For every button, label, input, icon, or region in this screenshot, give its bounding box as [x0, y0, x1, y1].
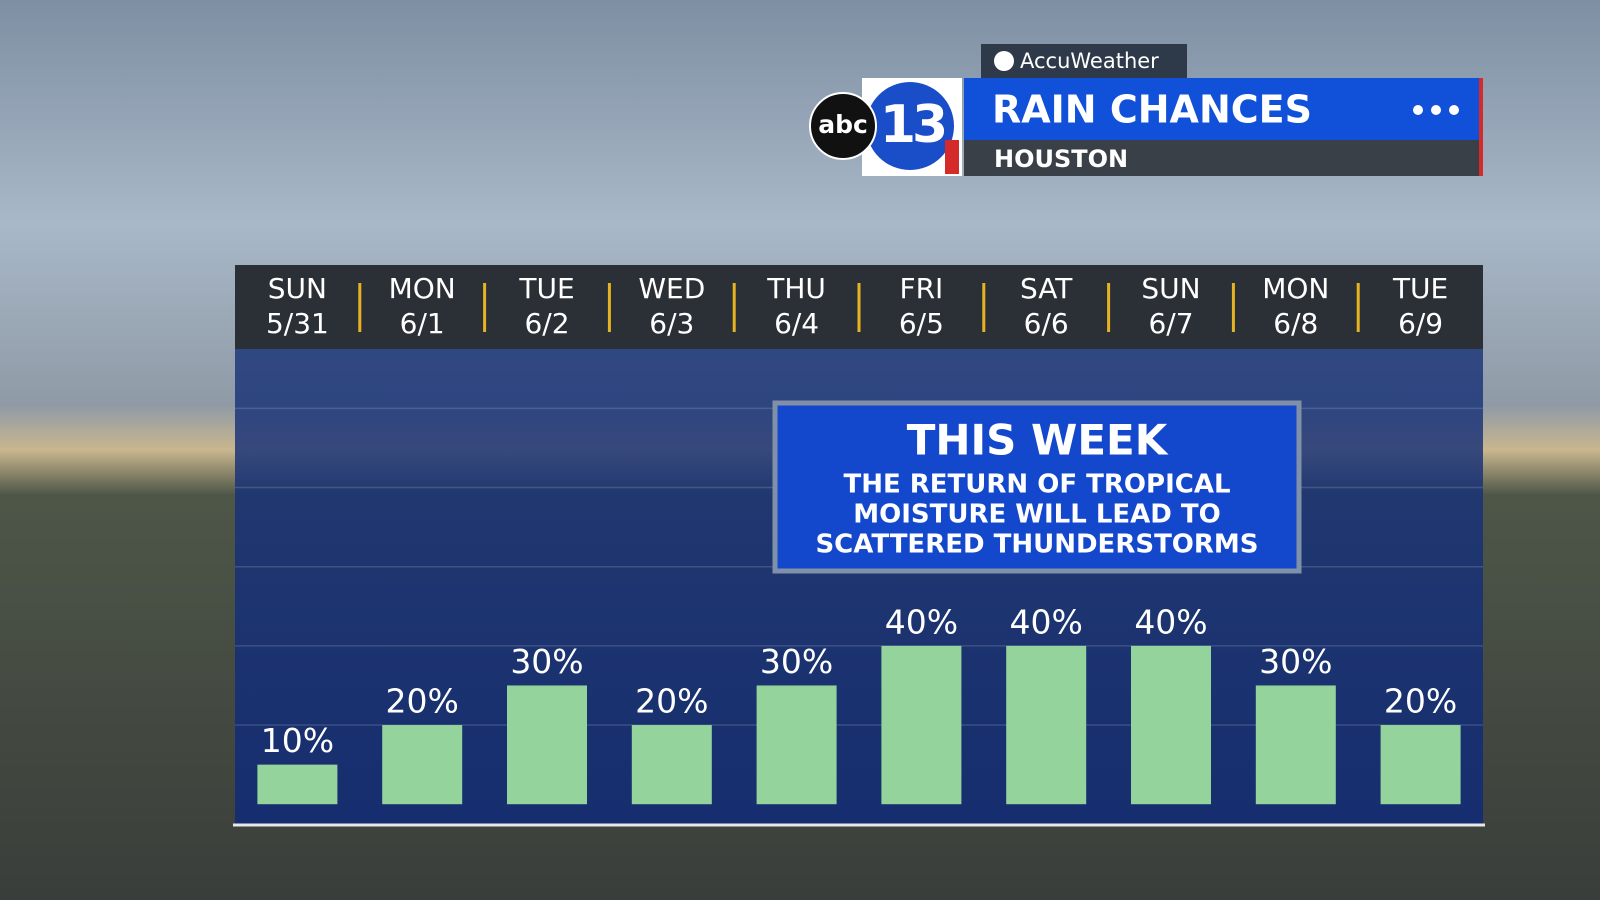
logo-channel: 13: [880, 95, 945, 155]
x-tick-date: 6/7: [1148, 307, 1193, 340]
x-tick-date: 6/5: [899, 307, 944, 340]
x-tick-label: FRI: [899, 272, 943, 305]
x-tick-label: THU: [766, 272, 826, 305]
value-label: 40%: [885, 602, 958, 641]
x-tick-date: 6/9: [1398, 307, 1443, 340]
value-label: 40%: [1134, 602, 1207, 641]
x-tick-label: MON: [389, 272, 456, 305]
bar: [1255, 685, 1336, 805]
title-bar: [964, 78, 1483, 140]
x-tick-label: TUE: [518, 272, 574, 305]
bar: [257, 764, 338, 805]
logo-accent: [945, 140, 959, 174]
bar: [881, 645, 962, 805]
brand-tab: [981, 44, 1187, 80]
bar: [756, 685, 837, 805]
x-tick-label: MON: [1262, 272, 1329, 305]
x-tick-label: SAT: [1020, 272, 1073, 305]
bar: [1380, 725, 1461, 805]
x-tick-label: WED: [638, 272, 705, 305]
title: RAIN CHANCES: [992, 88, 1312, 132]
x-tick-date: 6/8: [1273, 307, 1318, 340]
annotation-line: SCATTERED THUNDERSTORMS: [815, 530, 1258, 560]
value-label: 30%: [760, 642, 833, 681]
x-tick-date: 6/4: [774, 307, 819, 340]
annotation-line: THE RETURN OF TROPICAL: [843, 470, 1230, 500]
brand: AccuWeather: [1020, 49, 1159, 73]
value-label: 30%: [510, 642, 583, 681]
value-label: 30%: [1259, 642, 1332, 681]
value-label: 20%: [635, 682, 708, 721]
bar: [631, 725, 712, 805]
x-tick-date: 6/1: [400, 307, 445, 340]
bar: [382, 725, 463, 805]
x-tick-label: SUN: [268, 272, 327, 305]
x-tick-date: 6/3: [649, 307, 694, 340]
brand-icon: [994, 51, 1014, 71]
value-label: 10%: [261, 721, 334, 760]
bar: [507, 685, 587, 805]
annotation-line: MOISTURE WILL LEAD TO: [853, 500, 1221, 530]
value-label: 40%: [1010, 602, 1083, 641]
value-label: 20%: [1384, 682, 1457, 721]
annotation-title: THIS WEEK: [907, 416, 1169, 465]
location: HOUSTON: [994, 145, 1128, 173]
x-tick-date: 6/6: [1024, 307, 1069, 340]
menu-dots: [1413, 105, 1459, 115]
bar: [1006, 645, 1087, 805]
x-tick-date: 6/2: [524, 307, 569, 340]
logo-abc: [809, 92, 877, 160]
value-label: 20%: [386, 682, 459, 721]
bar: [1131, 645, 1211, 805]
x-tick-label: SUN: [1141, 272, 1200, 305]
x-tick-label: TUE: [1392, 272, 1448, 305]
annotation-box: [772, 400, 1302, 574]
logo-circle: [866, 82, 954, 170]
title-accent: [1479, 78, 1483, 176]
logo-network: abc: [818, 110, 868, 139]
chart: SUN5/3110%MON6/120%TUE6/230%WED6/320%THU…: [235, 272, 1483, 805]
x-tick-date: 5/31: [266, 307, 329, 340]
location-bar: [964, 140, 1483, 176]
